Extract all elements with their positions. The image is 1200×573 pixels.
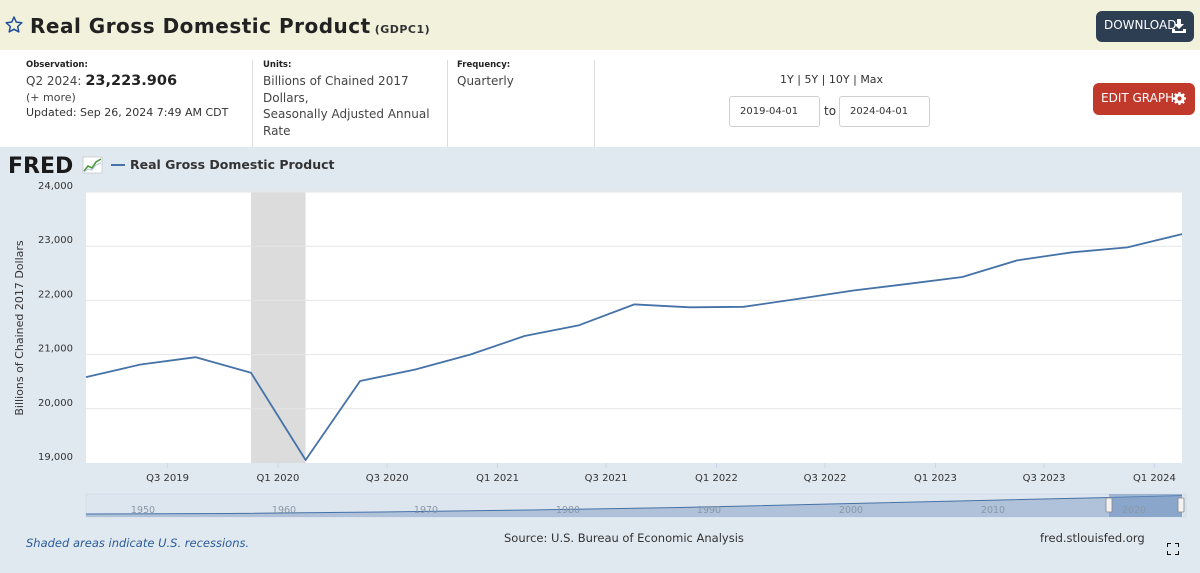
x-tick-label: Q3 2019 (146, 473, 189, 484)
line-chart: 19,000 20,000 21,000 22,000 23,000 24,000 Q3 … (13, 181, 1187, 518)
download-button[interactable]: DOWNLOAD (1096, 11, 1194, 42)
end-date-input[interactable]: 2024-04-01 (839, 96, 930, 127)
x-tick-label: Q3 2022 (804, 473, 847, 484)
frequency-value: Quarterly (457, 74, 514, 88)
range-1y-link[interactable]: 1Y (780, 73, 794, 86)
divider (594, 60, 595, 147)
x-tick-label: Q3 2023 (1023, 473, 1066, 484)
y-tick-label: 20,000 (38, 398, 73, 409)
navigator-year-label: 1970 (414, 505, 438, 516)
series-id: (GDPC1) (374, 23, 431, 36)
title-bar: Real Gross Domestic Product (GDPC1) DOWNL… (0, 0, 1200, 50)
range-separator: | (797, 73, 801, 86)
observation-period: Q2 2024: (26, 74, 82, 88)
recession-band (250, 192, 306, 463)
range-navigator[interactable]: 1950 1960 1970 1980 1990 2000 2010 2020 (85, 493, 1187, 518)
units-block: Units: Billions of Chained 2017 Dollars,… (263, 60, 430, 139)
updated-info: Updated: Sep 26, 2024 7:49 AM CDT (26, 106, 228, 119)
navigator-year-label: 1960 (272, 505, 296, 516)
navigator-year-label: 1980 (556, 505, 580, 516)
x-axis-ticks: Q3 2019 Q1 2020 Q3 2020 Q1 2021 Q3 2021 Q1 20… (146, 463, 1176, 484)
recession-note: Shaded areas indicate U.S. recessions. (26, 536, 250, 550)
y-axis-ticks: 19,000 20,000 21,000 22,000 23,000 24,000 (38, 181, 73, 463)
navigator-left-handle[interactable] (1105, 497, 1113, 513)
series-line[interactable] (85, 233, 1183, 461)
edit-graph-button[interactable]: EDIT GRAPH (1093, 83, 1195, 115)
navigator-selection[interactable] (1109, 494, 1182, 517)
units-line-3: Seasonally Adjusted Annual (263, 107, 430, 121)
navigator-year-label: 1990 (697, 505, 721, 516)
fred-logo-text: FRED (8, 154, 73, 177)
frequency-label: Frequency: (457, 60, 511, 70)
x-tick-label: Q1 2024 (1133, 473, 1176, 484)
to-label: to (824, 104, 837, 118)
range-5y-link[interactable]: 5Y (804, 73, 819, 86)
x-tick-label: Q1 2021 (476, 473, 519, 484)
range-10y-link[interactable]: 10Y (828, 73, 850, 86)
y-tick-label: 23,000 (38, 235, 73, 246)
navigator-right-handle[interactable] (1177, 497, 1185, 513)
x-tick-label: Q1 2023 (914, 473, 957, 484)
units-line-2: Dollars, (263, 90, 309, 105)
more-link[interactable]: (+ more) (26, 90, 76, 104)
units-label: Units: (263, 60, 292, 70)
source-note: Source: U.S. Bureau of Economic Analysis (504, 531, 744, 545)
range-separator: | (853, 73, 857, 86)
y-tick-label: 21,000 (38, 344, 73, 355)
observation-block: Observation: Q2 2024: 23,223.906 (+ more… (26, 60, 228, 119)
divider (447, 60, 448, 147)
legend-swatch (111, 164, 125, 166)
gridlines (86, 191, 1182, 410)
divider (252, 60, 253, 147)
y-axis-label: Billions of Chained 2017 Dollars (13, 240, 26, 416)
plot-area (86, 192, 1182, 463)
navigator-series-area (86, 495, 1182, 517)
series-info-bar: Observation: Q2 2024: 23,223.906 (+ more… (0, 50, 1200, 147)
units-line-1: Billions of Chained 2017 (263, 74, 409, 88)
fred-url-link[interactable]: fred.stlouisfed.org (1040, 531, 1145, 545)
navigator-year-label: 1950 (131, 505, 155, 516)
frequency-block: Frequency: Quarterly (457, 60, 514, 90)
observation-value: 23,223.906 (85, 73, 178, 89)
navigator-year-label: 2020 (1122, 505, 1146, 516)
start-date-input[interactable]: 2019-04-01 (729, 96, 820, 127)
gear-icon (1173, 92, 1186, 105)
x-tick-label: Q1 2022 (695, 473, 738, 484)
updated-value: Sep 26, 2024 7:49 AM CDT (80, 106, 229, 119)
fullscreen-icon[interactable] (1167, 543, 1179, 555)
observation-label: Observation: (26, 60, 88, 70)
download-label: DOWNLOAD (1104, 18, 1177, 32)
page-title: Real Gross Domestic Product (GDPC1) (30, 14, 430, 38)
y-tick-label: 22,000 (38, 289, 73, 300)
series-title: Real Gross Domestic Product (30, 14, 371, 38)
navigator-year-label: 2010 (981, 505, 1005, 516)
date-range-presets: 1Y | 5Y | 10Y | Max (780, 73, 883, 86)
range-separator: | (821, 73, 826, 86)
range-max-link[interactable]: Max (860, 73, 884, 86)
series-layer (85, 233, 1183, 461)
x-tick-label: Q3 2021 (585, 473, 628, 484)
y-tick-label: 19,000 (38, 452, 73, 463)
recession-shading-layer (250, 192, 306, 463)
navigator-series-line (85, 495, 1183, 515)
navigator-year-labels: 1950 1960 1970 1980 1990 2000 2010 2020 (131, 505, 1146, 516)
x-tick-label: Q1 2020 (257, 473, 300, 484)
x-tick-label: Q3 2020 (366, 473, 409, 484)
edit-graph-label: EDIT GRAPH (1101, 91, 1175, 105)
legend-series-label: Real Gross Domestic Product (130, 157, 335, 172)
updated-label: Updated: (26, 106, 77, 119)
units-line-4: Rate (263, 123, 291, 138)
fred-logo[interactable]: FRED (8, 153, 104, 177)
star-icon[interactable] (4, 15, 24, 35)
download-icon (1172, 19, 1186, 33)
y-tick-label: 24,000 (38, 181, 73, 192)
navigator-year-label: 2000 (839, 505, 863, 516)
